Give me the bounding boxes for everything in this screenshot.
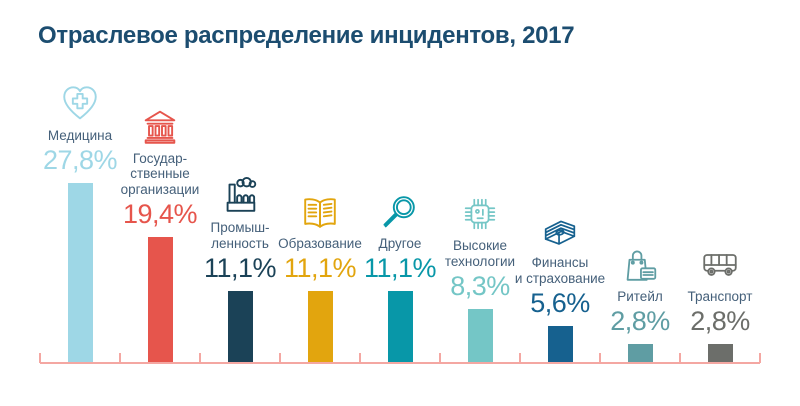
bar bbox=[627, 344, 653, 362]
category-label: Высокие технологии bbox=[445, 238, 515, 269]
category-label: Транспорт bbox=[688, 289, 753, 304]
chart-title: Отраслевое распределение инцидентов, 201… bbox=[38, 22, 575, 49]
money-stack-icon bbox=[539, 210, 581, 252]
chart-column: Медицина 27,8% bbox=[36, 83, 124, 362]
category-label-line: Финансы bbox=[531, 255, 589, 271]
axis-tick bbox=[439, 353, 441, 363]
bar bbox=[387, 291, 413, 362]
bar bbox=[147, 237, 173, 362]
category-label-line: технологии bbox=[444, 253, 516, 269]
category-label-line: и страхование bbox=[514, 270, 606, 286]
factory-icon bbox=[219, 175, 261, 217]
chart-column: Финансы и страхование 5,6% bbox=[515, 210, 605, 362]
category-label: Ритейл bbox=[617, 289, 663, 304]
bar bbox=[307, 291, 333, 362]
category-label: Финансы и страхование bbox=[515, 255, 605, 286]
category-label-line: организации bbox=[120, 181, 200, 197]
category-label-line: Другое bbox=[378, 235, 422, 251]
value-label: 11,1% bbox=[283, 253, 357, 283]
shopping-bag-icon bbox=[619, 244, 661, 286]
heart-medical-icon bbox=[59, 83, 101, 125]
axis-tick bbox=[359, 353, 361, 363]
bar bbox=[67, 183, 93, 362]
value-label: 27,8% bbox=[42, 145, 118, 175]
bank-building-icon bbox=[139, 106, 181, 148]
axis-tick bbox=[519, 353, 521, 363]
category-label: Образование bbox=[278, 236, 362, 251]
axis-tick bbox=[119, 353, 121, 363]
value-label: 11,1% bbox=[203, 253, 277, 283]
category-label-line: ственные bbox=[130, 166, 190, 182]
category-label: Медицина bbox=[48, 128, 112, 143]
bar bbox=[227, 291, 253, 362]
chart-column: Другое 11,1% bbox=[356, 191, 444, 362]
open-book-icon bbox=[299, 191, 341, 233]
value-label: 2,8% bbox=[610, 306, 670, 336]
category-label-line: Ритейл bbox=[617, 288, 663, 304]
bar bbox=[547, 326, 573, 362]
x-axis-line bbox=[40, 362, 760, 364]
axis-tick bbox=[759, 353, 761, 363]
value-label: 5,6% bbox=[530, 288, 590, 318]
category-label: Другое bbox=[379, 236, 422, 251]
category-label-line: Высокие bbox=[452, 238, 508, 254]
category-label-line: Государ- bbox=[132, 150, 188, 166]
category-label-line: Медицина bbox=[47, 127, 113, 143]
value-label: 2,8% bbox=[690, 306, 750, 336]
category-label: Промыш-ленность bbox=[210, 220, 269, 251]
chart-column: Высокие технологии 8,3% bbox=[436, 193, 524, 362]
axis-tick bbox=[599, 353, 601, 363]
chart-column: Транспорт 2,8% bbox=[676, 244, 764, 362]
chart-column: Образование 11,1% bbox=[276, 191, 364, 362]
chart-column: Промыш-ленность 11,1% bbox=[196, 175, 284, 362]
bar bbox=[467, 309, 493, 362]
value-label: 8,3% bbox=[450, 271, 510, 301]
category-label: Государ-ственные организации bbox=[121, 151, 200, 197]
bus-icon bbox=[699, 244, 741, 286]
category-label-line: Образование bbox=[278, 235, 362, 251]
axis-tick bbox=[39, 353, 41, 363]
chip-icon bbox=[459, 193, 501, 235]
chart-column: Ритейл 2,8% bbox=[596, 244, 684, 362]
axis-tick bbox=[679, 353, 681, 363]
category-label-line: ленность bbox=[211, 235, 269, 251]
chart-column: Государ-ственные организации 19,4% bbox=[116, 106, 204, 362]
category-label-line: Промыш- bbox=[210, 220, 270, 236]
axis-tick bbox=[199, 353, 201, 363]
category-label-line: Транспорт bbox=[687, 288, 753, 304]
magnifier-icon bbox=[379, 191, 421, 233]
axis-tick bbox=[279, 353, 281, 363]
value-label: 11,1% bbox=[363, 253, 437, 283]
bar bbox=[707, 344, 733, 362]
value-label: 19,4% bbox=[122, 199, 198, 229]
